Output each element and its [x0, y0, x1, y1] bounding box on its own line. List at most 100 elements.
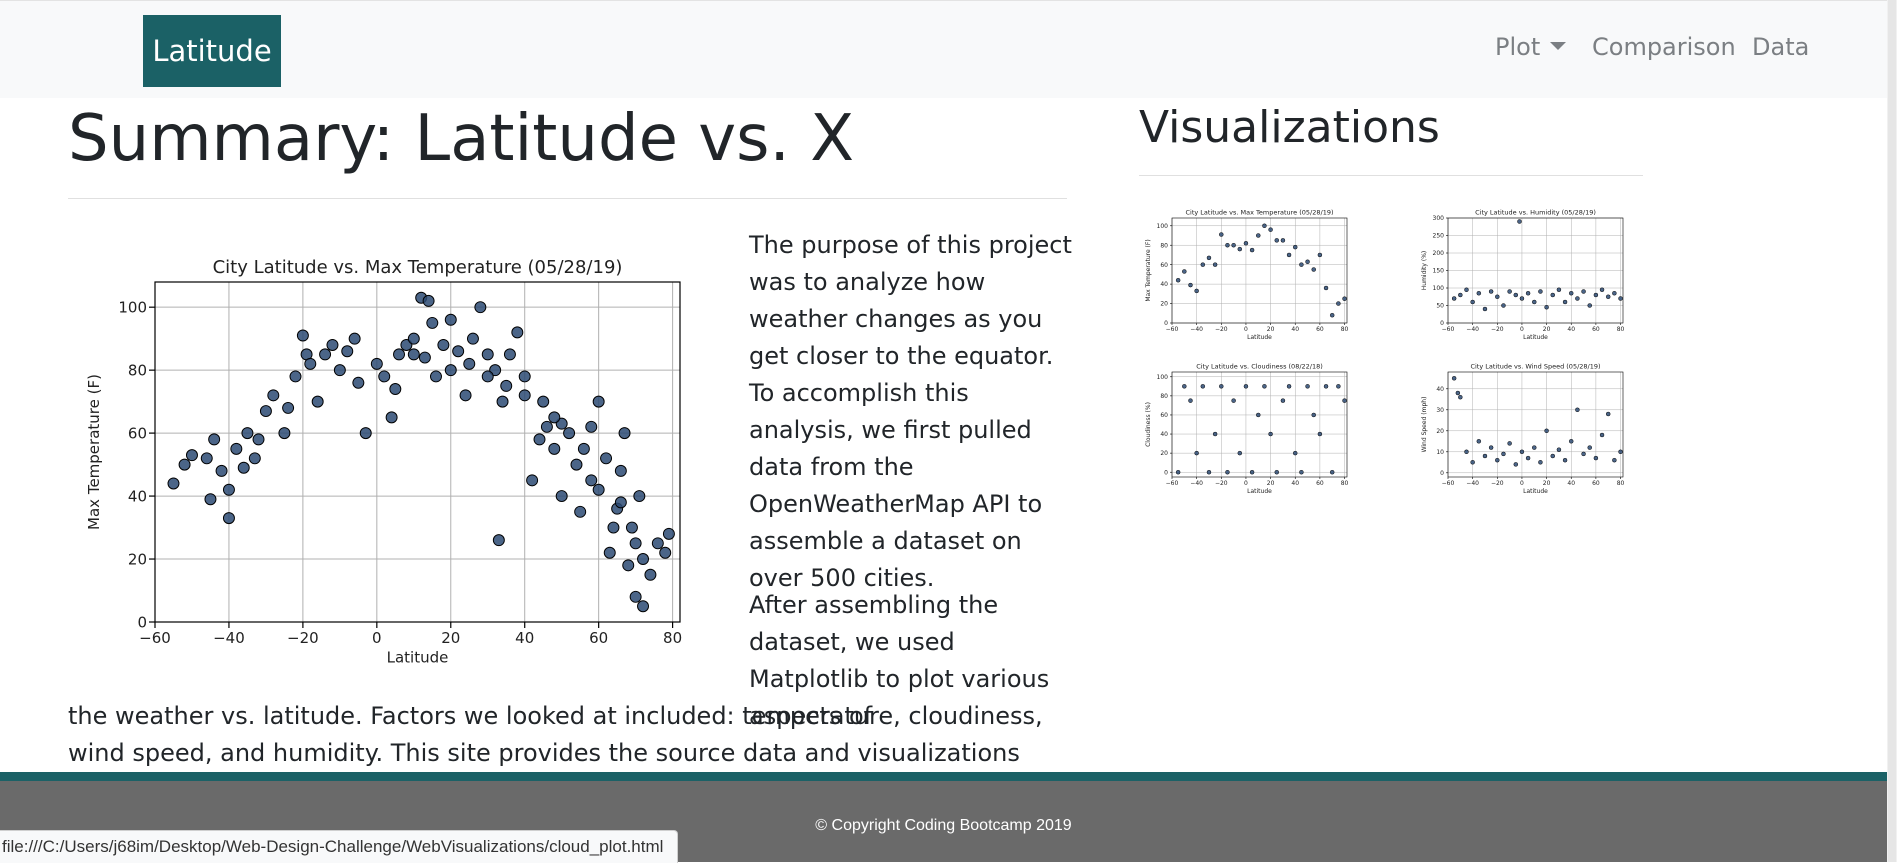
nav-data[interactable]: Data — [1752, 33, 1810, 61]
data-point — [333, 364, 346, 377]
data-point — [1274, 238, 1279, 243]
y-tick-label: 20 — [1160, 301, 1168, 308]
data-point — [407, 332, 420, 345]
data-point — [248, 452, 261, 465]
thumbnail-wind-speed[interactable]: −60 −40 −20 0 20 40 60 80 0 10 20 30 40 City Latitude… — [1416, 360, 1666, 505]
data-point — [1513, 462, 1519, 467]
x-tick-label: −40 — [1190, 480, 1203, 487]
y-tick-label: 30 — [1436, 407, 1444, 414]
y-axis-label: Humidity (%) — [1421, 251, 1428, 291]
data-point — [370, 357, 383, 370]
data-point — [1501, 303, 1506, 308]
scrollbar-thumb[interactable] — [1888, 0, 1896, 862]
data-point — [1476, 439, 1482, 444]
data-point — [267, 389, 280, 402]
data-point — [585, 420, 598, 433]
plot-frame — [1171, 371, 1348, 478]
data-point — [1262, 223, 1267, 229]
x-tick-label: 40 — [1567, 480, 1575, 487]
y-tick-label: 0 — [1440, 320, 1444, 327]
data-point — [1206, 469, 1212, 475]
data-point — [348, 332, 361, 345]
data-point — [326, 338, 339, 351]
x-tick-label: 60 — [1316, 480, 1324, 487]
data-point — [463, 357, 476, 370]
nav-comparison[interactable]: Comparison — [1592, 33, 1736, 61]
nav-plot-dropdown[interactable]: Plot — [1495, 33, 1567, 61]
data-point — [1212, 431, 1218, 437]
y-tick-label: 100 — [1157, 223, 1169, 230]
data-point — [185, 449, 198, 462]
x-axis-label: Latitude — [1523, 334, 1548, 341]
data-point — [1342, 398, 1347, 403]
data-point — [1342, 296, 1347, 301]
data-point — [548, 442, 561, 455]
data-point — [1458, 292, 1463, 298]
data-point — [237, 461, 250, 474]
data-point — [1175, 469, 1181, 475]
data-point — [1237, 450, 1243, 456]
brand-link[interactable]: Latitude — [143, 15, 281, 87]
data-point — [1225, 242, 1230, 248]
data-point — [222, 483, 235, 496]
data-point — [1507, 289, 1512, 294]
thumbnail-humidity[interactable]: −60 −40 −20 0 20 40 60 80 0 50 100 150 200 250 300 City… — [1416, 206, 1666, 351]
x-tick-label: −60 — [1166, 480, 1179, 487]
data-point — [1329, 312, 1335, 318]
data-point — [1225, 469, 1230, 475]
data-point — [1519, 449, 1525, 455]
method-paragraph-part1: After assembling the dataset, we used Ma… — [749, 591, 1050, 730]
data-point — [1544, 428, 1549, 434]
x-tick-label: 60 — [1592, 480, 1600, 487]
data-point — [1200, 262, 1206, 267]
data-point — [526, 474, 539, 487]
data-point — [1593, 292, 1599, 298]
data-point — [1482, 306, 1488, 312]
x-tick-label: 20 — [1543, 480, 1551, 487]
x-tick-label: −20 — [1491, 326, 1504, 333]
data-point — [1237, 246, 1243, 252]
x-tick-label: 40 — [515, 629, 534, 647]
data-point — [600, 452, 613, 465]
data-point — [418, 351, 431, 364]
scrollbar-track[interactable] — [1887, 0, 1897, 862]
x-tick-label: 20 — [441, 629, 460, 647]
x-tick-label: 80 — [1617, 326, 1625, 333]
divider — [1139, 175, 1643, 176]
data-point — [452, 345, 465, 358]
x-tick-label: −60 — [1166, 326, 1179, 333]
x-tick-label: −40 — [213, 629, 245, 647]
x-axis-label: Latitude — [1247, 334, 1272, 341]
data-point — [1299, 262, 1304, 267]
data-point — [629, 590, 642, 603]
data-point — [662, 527, 675, 540]
data-point — [637, 553, 650, 566]
thumbnail-max-temperature[interactable]: −60 −40 −20 0 20 40 60 80 0 20 40 60 80 100 City Latit… — [1140, 206, 1390, 351]
data-point — [1231, 242, 1236, 248]
y-tick-label: 0 — [1440, 470, 1444, 477]
data-point — [1286, 384, 1292, 389]
data-point — [1243, 384, 1249, 389]
data-point — [1323, 384, 1329, 389]
data-point — [511, 326, 524, 339]
data-point — [1593, 455, 1599, 461]
data-point — [592, 395, 605, 408]
x-tick-label: −60 — [139, 629, 171, 647]
data-point — [1476, 291, 1482, 296]
x-tick-label: 20 — [1543, 326, 1551, 333]
data-point — [1501, 451, 1506, 457]
y-tick-label: 50 — [1436, 303, 1444, 310]
data-point — [577, 442, 590, 455]
max-temperature-plot[interactable]: −60 −40 −20 0 20 40 60 80 0 20 40 60 80 100 City Latit… — [80, 240, 700, 680]
data-point — [1568, 291, 1574, 296]
data-point — [1575, 296, 1580, 301]
y-tick-label: 60 — [128, 424, 147, 442]
x-tick-label: 80 — [1341, 326, 1349, 333]
x-tick-label: −40 — [1190, 326, 1203, 333]
x-tick-label: 80 — [1617, 480, 1625, 487]
data-point — [459, 389, 472, 402]
plot-frame — [1447, 217, 1624, 324]
data-point — [319, 348, 332, 361]
thumbnail-cloudiness[interactable]: −60 −40 −20 0 20 40 60 80 0 20 40 60 80 100 City Latit… — [1140, 360, 1390, 505]
data-point — [1256, 233, 1261, 238]
